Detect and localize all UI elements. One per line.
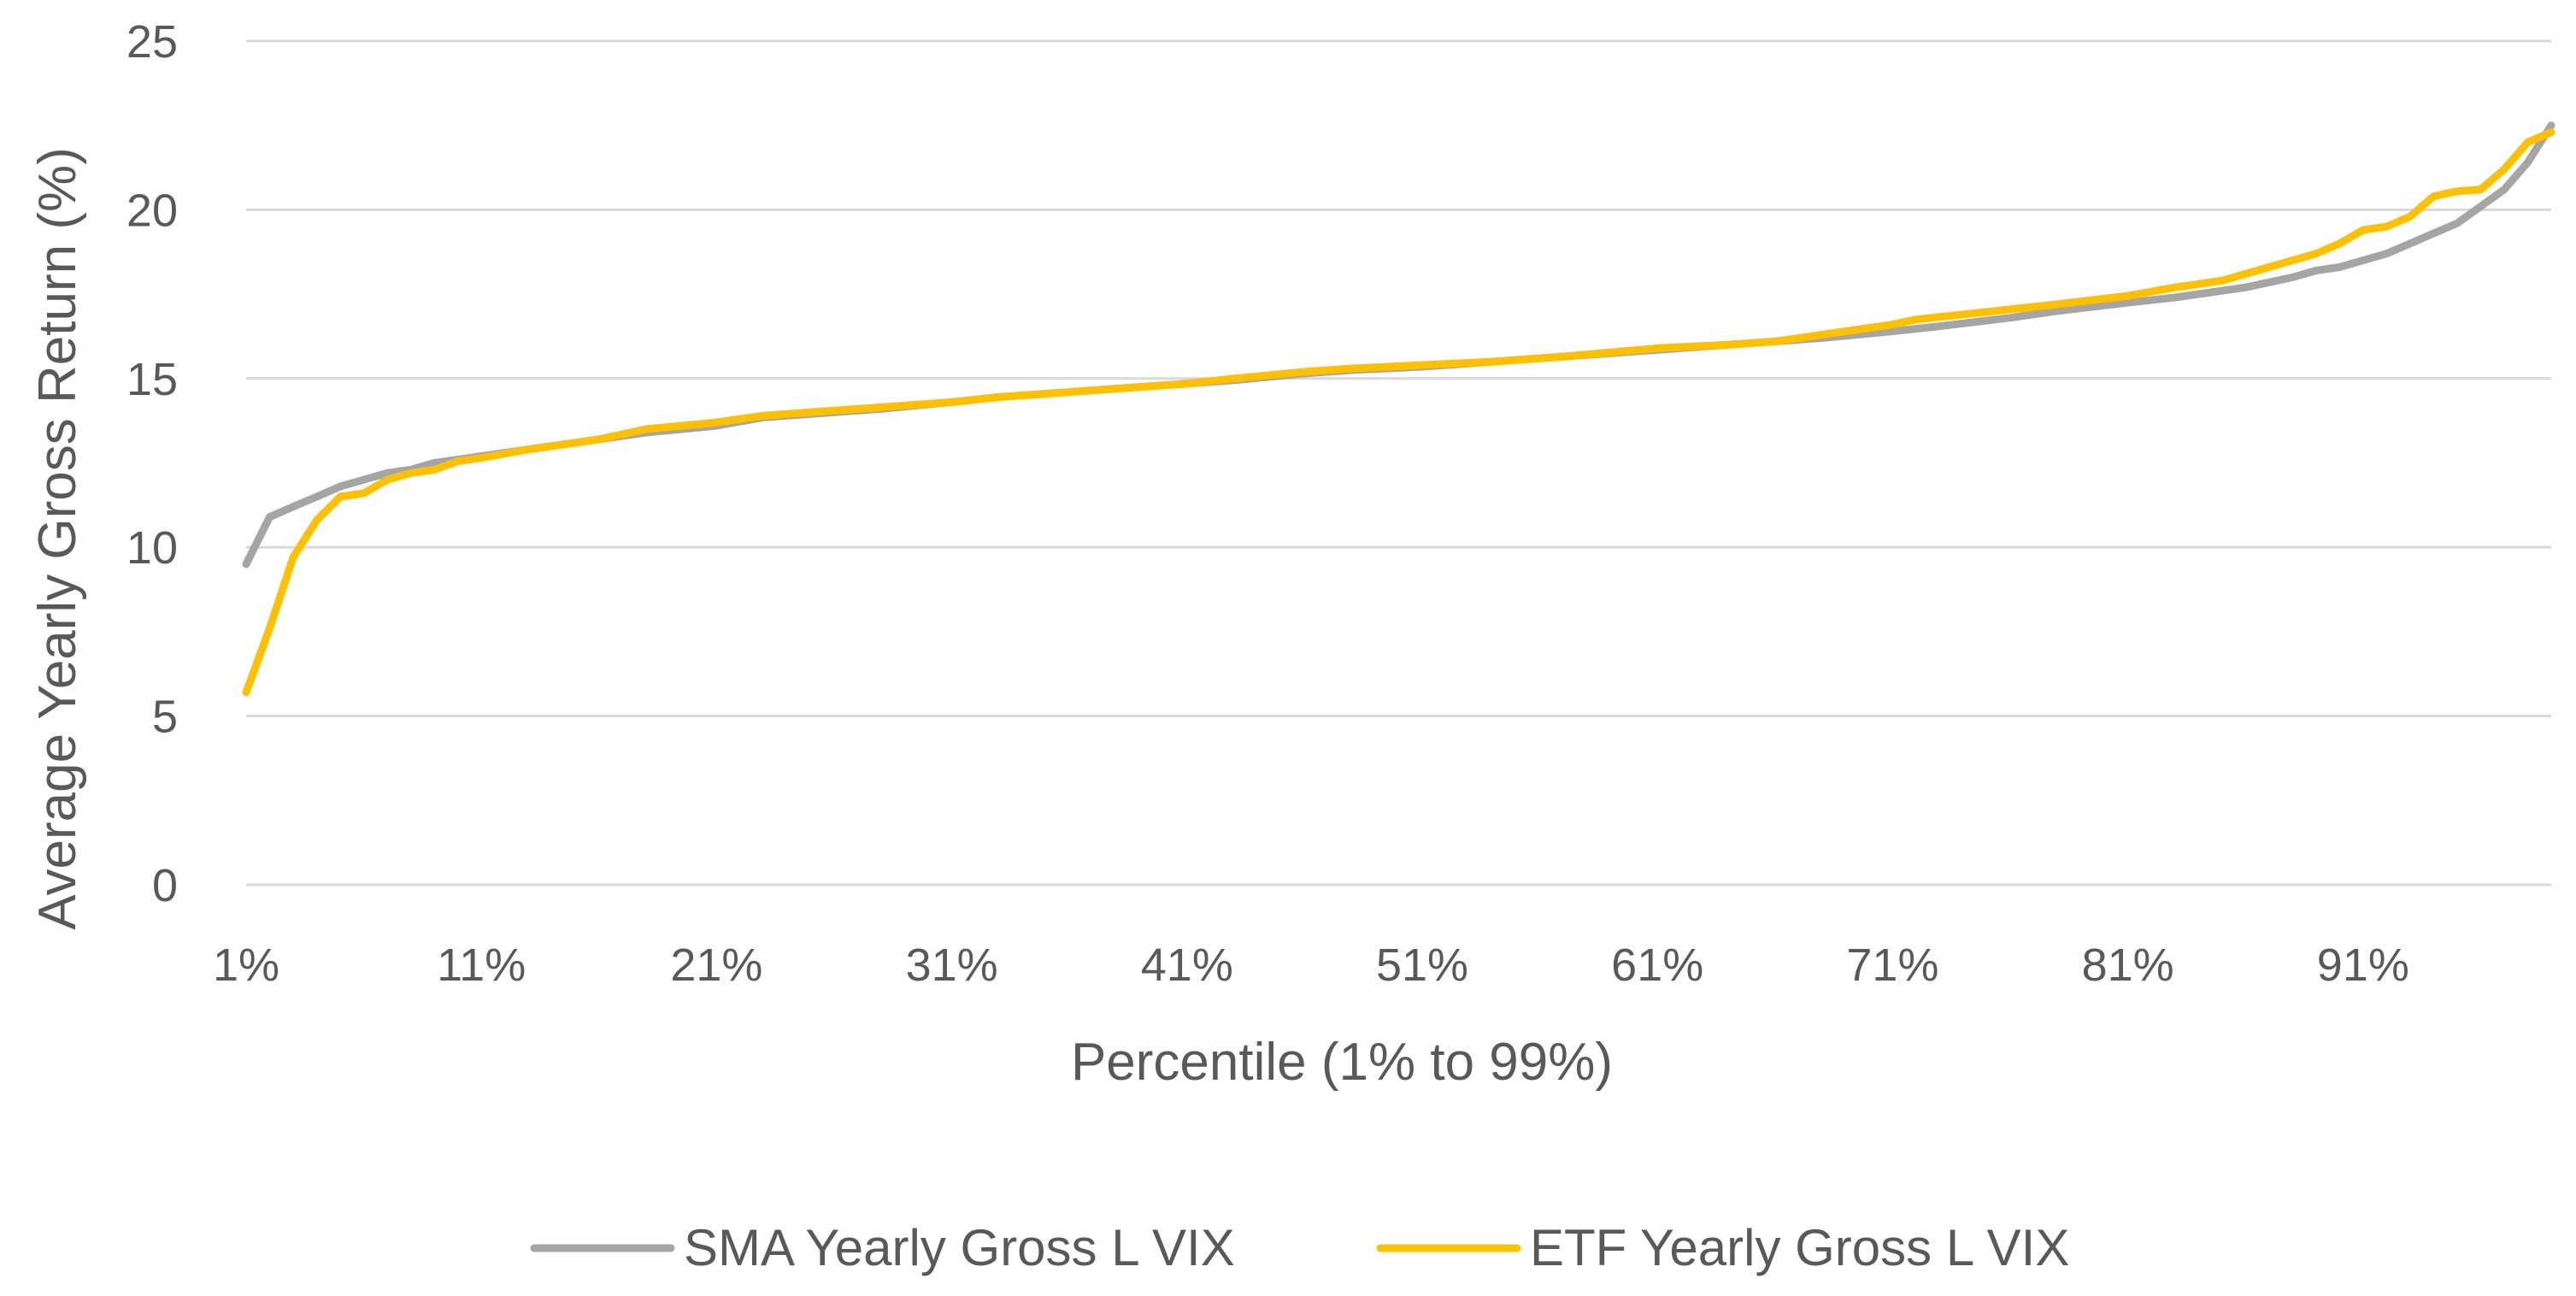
x-tick-label: 51% (1376, 940, 1468, 991)
y-tick-label: 20 (126, 185, 178, 236)
x-tick-label: 91% (2317, 940, 2409, 991)
gridlines (246, 39, 2551, 887)
x-tick-label: 41% (1141, 940, 1233, 991)
x-axis-title: Percentile (1% to 99%) (1071, 1033, 1613, 1092)
series-line-etf (242, 128, 2555, 697)
x-tick-label: 11% (437, 940, 526, 991)
x-tick-label: 61% (1611, 940, 1703, 991)
x-axis-ticks: 1% 11% 21% 31% 41% 51% 61% 71% 81% 91% (213, 940, 2409, 991)
series-line-sma (242, 121, 2555, 568)
legend: SMA Yearly Gross L VIX ETF Yearly Gross … (530, 1219, 2069, 1276)
x-tick-label: 71% (1846, 940, 1938, 991)
y-tick-label: 25 (126, 16, 178, 68)
x-tick-label: 21% (670, 940, 762, 991)
y-tick-label: 10 (126, 522, 178, 574)
legend-label-sma: SMA Yearly Gross L VIX (684, 1219, 1235, 1276)
y-axis-ticks: 0 5 10 15 20 25 (126, 16, 178, 911)
y-tick-label: 0 (152, 860, 178, 911)
y-tick-label: 15 (126, 354, 178, 405)
legend-label-etf: ETF Yearly Gross L VIX (1530, 1219, 2069, 1276)
x-tick-label: 31% (906, 940, 998, 991)
x-tick-label: 1% (213, 940, 279, 991)
x-tick-label: 81% (2082, 940, 2174, 991)
series-lines (242, 121, 2555, 697)
y-tick-label: 5 (152, 692, 178, 743)
y-axis-title: Average Yearly Gross Return (%) (28, 147, 87, 930)
